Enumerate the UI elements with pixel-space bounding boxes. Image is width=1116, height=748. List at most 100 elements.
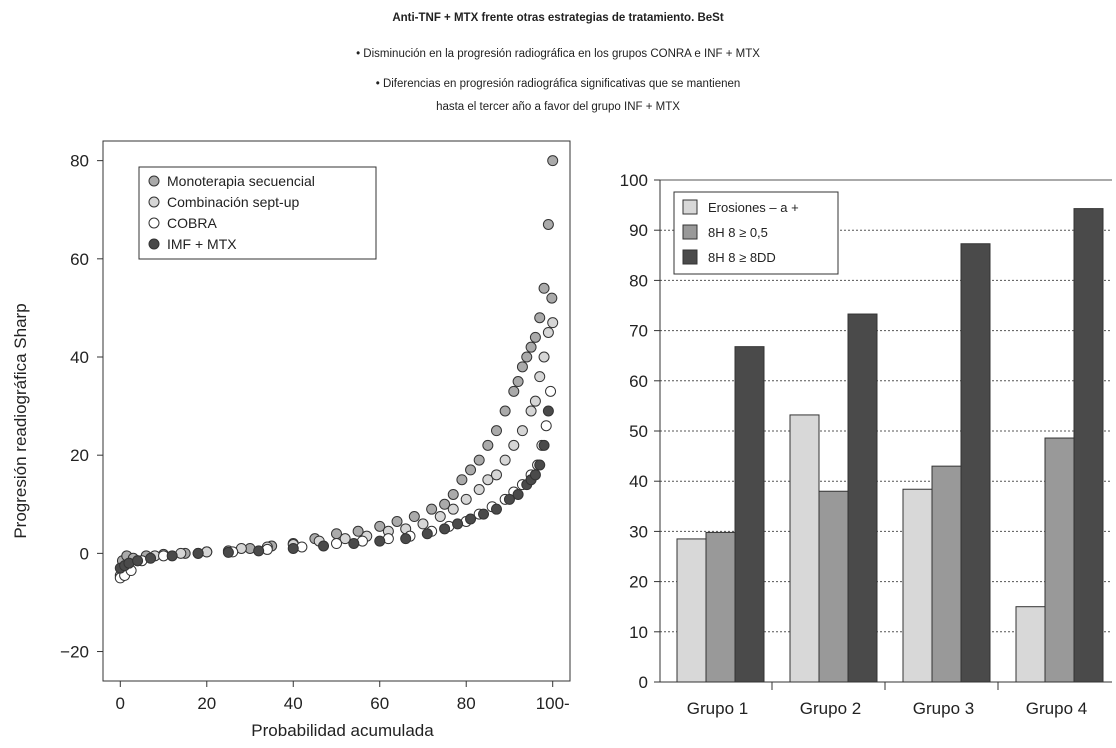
bullet-1: • Disminución en la progresión radiográf… bbox=[356, 48, 760, 60]
data-point bbox=[540, 420, 552, 432]
data-point bbox=[512, 376, 524, 388]
data-point bbox=[465, 513, 477, 525]
data-point bbox=[529, 331, 541, 343]
data-point bbox=[529, 395, 541, 407]
data-point bbox=[374, 520, 386, 532]
data-point bbox=[391, 515, 403, 527]
slide-title: Anti-TNF + MTX frente otras estrategias … bbox=[392, 12, 724, 24]
data-point bbox=[287, 542, 299, 554]
data-point bbox=[490, 503, 502, 515]
data-point bbox=[490, 469, 502, 481]
bar bbox=[1073, 208, 1104, 683]
y-tick-label: 70 bbox=[629, 322, 648, 341]
data-point bbox=[456, 474, 468, 486]
data-point bbox=[460, 493, 472, 505]
y-tick-label: 40 bbox=[70, 348, 89, 367]
y-tick-label: 100 bbox=[620, 171, 648, 190]
data-point bbox=[447, 503, 459, 515]
y-tick-label: −20 bbox=[60, 643, 89, 662]
bar bbox=[902, 488, 933, 683]
x-category-label: Grupo 2 bbox=[800, 699, 861, 718]
data-point bbox=[439, 523, 451, 535]
y-tick-label: 60 bbox=[70, 250, 89, 269]
data-point bbox=[542, 326, 554, 338]
data-point bbox=[426, 503, 438, 515]
legend-label: Combinación sept-up bbox=[167, 194, 300, 210]
x-category-label: Grupo 3 bbox=[913, 699, 974, 718]
bar bbox=[818, 490, 849, 683]
data-point bbox=[547, 155, 559, 167]
x-tick-label: 40 bbox=[284, 694, 303, 713]
data-point bbox=[222, 546, 234, 558]
data-point bbox=[545, 385, 557, 397]
y-tick-label: 20 bbox=[70, 446, 89, 465]
data-point bbox=[408, 511, 420, 523]
data-point bbox=[542, 218, 554, 230]
bar bbox=[931, 465, 962, 683]
data-point bbox=[253, 545, 265, 557]
y-tick-label: 40 bbox=[629, 472, 648, 491]
data-point bbox=[339, 533, 351, 545]
data-point bbox=[538, 439, 550, 451]
bar bbox=[676, 538, 707, 683]
bar bbox=[960, 243, 991, 683]
data-point bbox=[508, 385, 520, 397]
data-point bbox=[145, 552, 157, 564]
legend-swatch bbox=[682, 199, 698, 215]
data-point bbox=[473, 454, 485, 466]
data-point bbox=[192, 547, 204, 559]
bar-legend bbox=[673, 191, 839, 275]
legend-label: IMF + MTX bbox=[167, 236, 237, 252]
y-tick-label: 30 bbox=[629, 522, 648, 541]
data-point bbox=[473, 484, 485, 496]
data-point bbox=[525, 405, 537, 417]
bar bbox=[1044, 437, 1075, 683]
legend-marker bbox=[148, 196, 160, 208]
data-point bbox=[525, 341, 537, 353]
data-point bbox=[538, 282, 550, 294]
data-point bbox=[503, 493, 515, 505]
x-axis-label: Probabilidad acumulada bbox=[251, 721, 434, 740]
x-tick-label: 80 bbox=[457, 694, 476, 713]
data-point bbox=[490, 425, 502, 437]
data-point bbox=[499, 454, 511, 466]
data-point bbox=[516, 361, 528, 373]
bar bbox=[847, 313, 878, 683]
y-tick-label: 60 bbox=[629, 372, 648, 391]
data-point bbox=[434, 511, 446, 523]
data-point bbox=[400, 533, 412, 545]
y-tick-label: 0 bbox=[80, 544, 89, 563]
y-tick-label: 50 bbox=[629, 422, 648, 441]
data-point bbox=[516, 425, 528, 437]
data-point bbox=[447, 488, 459, 500]
data-point bbox=[417, 518, 429, 530]
y-tick-label: 20 bbox=[629, 573, 648, 592]
bar bbox=[705, 531, 736, 683]
data-point bbox=[542, 405, 554, 417]
x-category-label: Grupo 4 bbox=[1026, 699, 1087, 718]
data-point bbox=[521, 351, 533, 363]
legend-swatch bbox=[682, 249, 698, 265]
y-tick-label: 90 bbox=[629, 221, 648, 240]
data-point bbox=[482, 474, 494, 486]
bar bbox=[789, 414, 820, 683]
x-tick-label: 0 bbox=[116, 694, 125, 713]
data-point bbox=[452, 518, 464, 530]
data-point bbox=[478, 508, 490, 520]
scatter-plot-frame bbox=[102, 140, 571, 682]
y-tick-label: 80 bbox=[70, 152, 89, 171]
x-category-label: Grupo 1 bbox=[687, 699, 748, 718]
data-point bbox=[538, 351, 550, 363]
x-tick-label: 60 bbox=[370, 694, 389, 713]
data-point bbox=[529, 469, 541, 481]
legend-label: 8H 8 ≥ 8DD bbox=[708, 250, 776, 265]
data-point bbox=[166, 550, 178, 562]
scatter-legend bbox=[138, 166, 377, 260]
y-tick-label: 10 bbox=[629, 623, 648, 642]
data-point bbox=[534, 371, 546, 383]
data-point bbox=[352, 525, 364, 537]
y-tick-label: 0 bbox=[639, 673, 648, 692]
x-tick-label: 20 bbox=[197, 694, 216, 713]
